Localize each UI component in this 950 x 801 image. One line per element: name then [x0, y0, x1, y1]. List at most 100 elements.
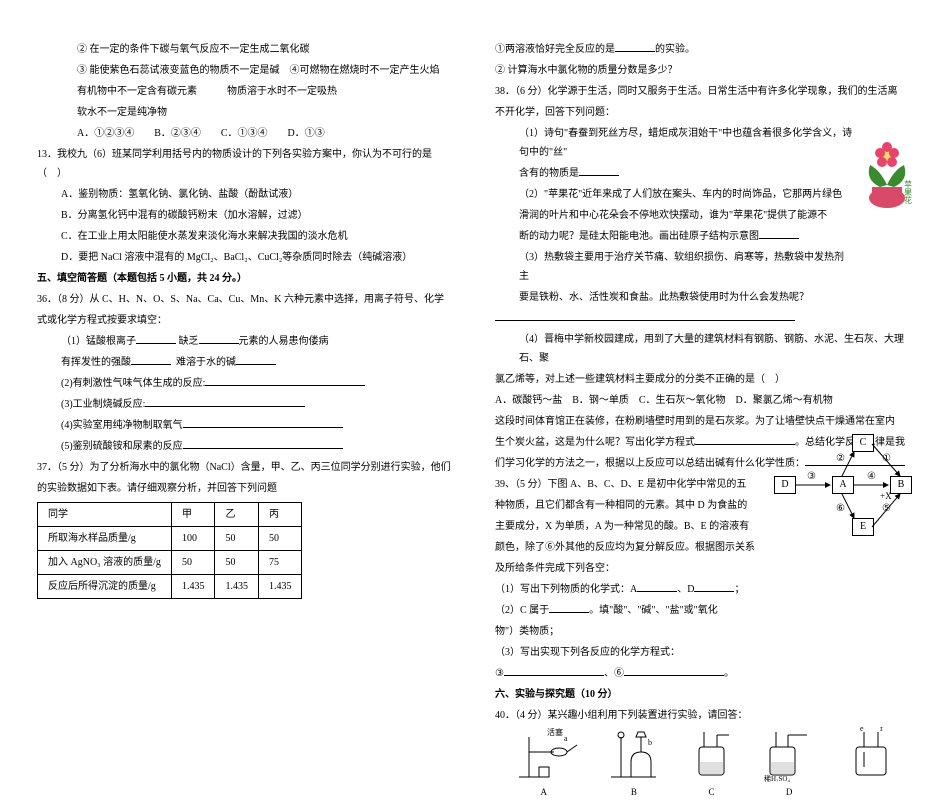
blank — [637, 581, 677, 592]
q36-1-b: 元素的人易患佝偻病 — [239, 336, 329, 347]
apparatus-d-icon: 稀H₂SO₄ — [762, 727, 817, 782]
label: 含有的物质是 — [519, 168, 579, 179]
apparatus-a: 活塞 a A — [509, 727, 579, 801]
q38-1b: 含有的物质是 — [495, 164, 913, 183]
th: 乙 — [215, 503, 259, 527]
data-table: 同学 甲 乙 丙 所取海水样品质量/g 100 50 50 加入 AgNO₃ 溶… — [37, 502, 302, 599]
label: 生个炭火盆，这是为什么呢？写出化学方程式 — [495, 437, 695, 448]
td: 加入 AgNO₃ 溶液的质量/g — [38, 551, 172, 575]
svg-text:a: a — [564, 734, 568, 743]
td: 50 — [215, 527, 259, 551]
label: 们学习化学的方法之一，根据以上反应可以总结出碱有什么化学性质： — [495, 458, 805, 469]
label-c: C — [689, 784, 734, 801]
q38-4b: 氯乙烯等，对上述一些建筑材料主要成分的分类不正确的是（ ） — [495, 370, 913, 389]
apparatus-ef-icon: e f — [844, 727, 899, 782]
blank — [136, 333, 176, 344]
section-6-title: 六、实验与探究题（10 分） — [495, 685, 913, 704]
blank — [549, 602, 589, 613]
q36-2b: 难溶于水的碱 — [176, 357, 236, 368]
q39-2c: 物"）类物质； — [495, 622, 913, 641]
apparatus-row: 活塞 a A b B C — [495, 731, 913, 801]
q38-3b: 要是铁粉、水、活性炭和食盐。此热敷袋使用时为什么会发热呢？ — [495, 288, 913, 307]
label: (5)鉴别硫酸铵和尿素的反应 — [61, 441, 183, 452]
num-3: ③ — [807, 472, 816, 482]
q13-c: C．在工业上用太阳能使水蒸发来淡化海水来解决我国的淡水危机 — [37, 227, 455, 246]
q38-1a: （1）诗句"春蚕到死丝方尽，蜡炬成灰泪始干"中也蕴含着很多化学含义，诗句中的"丝… — [495, 124, 913, 162]
blank — [504, 665, 604, 676]
label: (4)实验室用纯净物制取氧气 — [61, 420, 183, 431]
label: ③ — [495, 668, 504, 679]
q36: 36．（8 分）从 C、H、N、O、S、Na、Ca、Cu、Mn、K 六种元素中选… — [37, 290, 455, 309]
label: 。 — [724, 668, 734, 679]
label: 。填"酸"、"碱"、"盐"或"氧化 — [589, 605, 718, 616]
q38-4d: 这段时间体育馆正在装修，在粉刷墙壁时用到的是石灰浆。为了让墙壁快点干燥通常在室内 — [495, 412, 913, 431]
section-5-title: 五、填空简答题（本题包括 5 小题，共 24 分。） — [37, 269, 455, 288]
right-column: ①两溶液恰好完全反应的是的实验。 ② 计算海水中氯化物的质量分数是多少？ 38．… — [475, 40, 925, 652]
q40: 40．（4 分）某兴趣小组利用下列装置进行实验，请回答： — [495, 706, 913, 725]
label-d: D — [762, 784, 817, 801]
blank — [579, 165, 619, 176]
q36-1-a: （1）锰酸根离子 — [61, 336, 136, 347]
q37-b: 的实验数据如下表。请仔细观察分析，并回答下列问题 — [37, 479, 455, 498]
td: 50 — [215, 551, 259, 575]
blank — [615, 41, 655, 52]
q36-5: (4)实验室用纯净物制取氧气 — [37, 416, 455, 435]
blank — [759, 228, 799, 239]
td: 1.435 — [171, 575, 215, 599]
blank — [145, 396, 305, 407]
reaction-diagram: A B C D E ② ① ③ ④ ⑥ ⑤ +X — [772, 432, 917, 542]
blank — [624, 665, 724, 676]
flower-label: 苹果花 — [904, 179, 913, 205]
apparatus-b: b B — [606, 727, 661, 801]
svg-text:活塞: 活塞 — [547, 727, 563, 737]
num-4: ④ — [867, 472, 876, 482]
apparatus-c-icon — [689, 727, 734, 782]
apparatus-b-icon: b — [606, 727, 661, 782]
q13-d: D．要把 NaCl 溶液中混有的 MgCl₂、BaCl₂、CuCl₂等杂质同时除… — [37, 248, 455, 267]
blank — [131, 354, 171, 365]
item-line4: 软水不一定是纯净物 — [37, 103, 455, 122]
q36-6: (5)鉴别硫酸铵和尿素的反应 — [37, 437, 455, 456]
td: 1.435 — [258, 575, 302, 599]
table-row: 所取海水样品质量/g 100 50 50 — [38, 527, 302, 551]
blank-line — [495, 309, 913, 328]
label: 断的动力呢？是硅太阳能电池。画出硅原子结构示意图 — [519, 231, 759, 242]
q36-1: （1）锰酸根离子 缺乏元素的人易患佝偻病 — [37, 332, 455, 351]
left-column: ② 在一定的条件下碳与氧气反应不一定生成二氧化碳 ③ 能使紫色石蕊试液变蓝色的物… — [25, 40, 475, 652]
label-ef — [844, 784, 899, 801]
q38b: 不开化学，回答下列问题： — [495, 103, 913, 122]
blank — [199, 333, 239, 344]
options-12: A．①②③④ B．②③④ C．①③④ D．①③ — [37, 124, 455, 143]
table-row: 同学 甲 乙 丙 — [38, 503, 302, 527]
q38-2b: 滑润的叶片和中心花朵会不停地欢快摆动，谁为"苹果花"提供了能源不 — [495, 206, 913, 225]
th: 同学 — [38, 503, 172, 527]
num-6: ⑥ — [836, 504, 845, 514]
label: ； — [734, 584, 744, 595]
q36-2: 有挥发性的强酸 难溶于水的碱 — [37, 353, 455, 372]
th: 丙 — [258, 503, 302, 527]
q36-b: 式或化学方程式按要求填空： — [37, 311, 455, 330]
q39-2: （2）C 属于 。填"酸"、"碱"、"盐"或"氧化 — [495, 601, 913, 620]
label: 、D — [677, 584, 694, 595]
q38-3a: （3）热敷袋主要用于治疗关节痛、软组织损伤、肩寒等，热敷袋中发热剂主 — [495, 248, 913, 286]
r2: ② 计算海水中氯化物的质量分数是多少？ — [495, 61, 913, 80]
q38: 38．（6 分）化学源于生活，同时又服务于生活。日常生活中有许多化学现象，我们的… — [495, 82, 913, 101]
td: 75 — [258, 551, 302, 575]
q36-2a: 有挥发性的强酸 — [61, 357, 131, 368]
q39-3cd: ③、⑥。 — [495, 664, 913, 683]
label: （2）C 属于 — [495, 605, 549, 616]
num-5: ⑤ — [882, 504, 891, 514]
apparatus-a-icon: 活塞 a — [509, 727, 579, 782]
td: 所取海水样品质量/g — [38, 527, 172, 551]
item-3-4: ③ 能使紫色石蕊试液变蓝色的物质不一定是碱 ④可燃物在燃烧时不一定产生火焰 — [37, 61, 455, 80]
plus-x: +X — [880, 492, 892, 501]
q37: 37．（5 分）为了分析海水中的氯化物（NaCl）含量，甲、乙、丙三位同学分别进… — [37, 458, 455, 477]
q38-4a: （4）晋梅中学新校园建成，用到了大量的建筑材料有钢筋、钢筋、水泥、生石灰、大理石… — [495, 330, 913, 368]
td: 反应后所得沉淀的质量/g — [38, 575, 172, 599]
q36-3: (2)有刺激性气味气体生成的反应: — [37, 374, 455, 393]
q39-1: （1）写出下列物质的化学式：A、D； — [495, 580, 913, 599]
q13-b: B．分离氢化钙中混有的碳酸钙粉末（加水溶解，过滤） — [37, 206, 455, 225]
label: 的实验。 — [655, 44, 695, 55]
label-b: B — [606, 784, 661, 801]
q38-2a: （2）"苹果花"近年来成了人们放在案头、车内的时尚饰品，它那两片绿色 — [495, 185, 913, 204]
